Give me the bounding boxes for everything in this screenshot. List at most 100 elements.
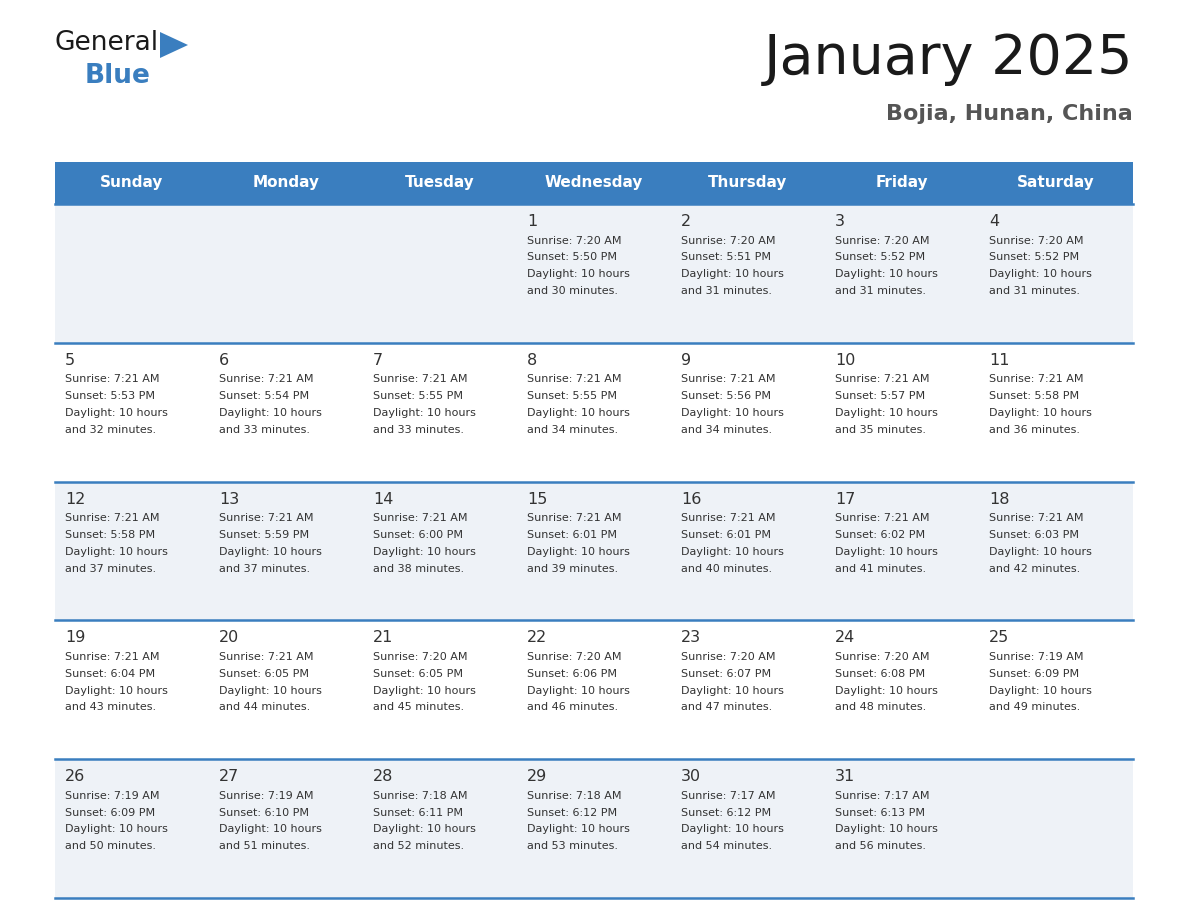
Text: Daylight: 10 hours: Daylight: 10 hours <box>988 408 1092 418</box>
Text: Sunset: 5:50 PM: Sunset: 5:50 PM <box>527 252 617 263</box>
Text: and 32 minutes.: and 32 minutes. <box>65 425 156 435</box>
Text: 18: 18 <box>988 492 1010 507</box>
Text: Sunrise: 7:20 AM: Sunrise: 7:20 AM <box>835 652 929 662</box>
Text: and 47 minutes.: and 47 minutes. <box>681 702 772 712</box>
Text: 24: 24 <box>835 631 855 645</box>
Text: and 46 minutes.: and 46 minutes. <box>527 702 618 712</box>
Text: Daylight: 10 hours: Daylight: 10 hours <box>219 824 322 834</box>
Text: 15: 15 <box>527 492 548 507</box>
Text: 4: 4 <box>988 214 999 229</box>
Text: and 45 minutes.: and 45 minutes. <box>373 702 465 712</box>
Text: Sunset: 5:51 PM: Sunset: 5:51 PM <box>681 252 771 263</box>
Text: Daylight: 10 hours: Daylight: 10 hours <box>835 686 937 696</box>
Text: Sunrise: 7:21 AM: Sunrise: 7:21 AM <box>373 513 468 523</box>
Text: and 54 minutes.: and 54 minutes. <box>681 841 772 851</box>
Text: 22: 22 <box>527 631 548 645</box>
Text: Sunrise: 7:20 AM: Sunrise: 7:20 AM <box>527 652 621 662</box>
Text: Sunset: 6:12 PM: Sunset: 6:12 PM <box>681 808 771 818</box>
Text: January 2025: January 2025 <box>764 32 1133 86</box>
Text: 29: 29 <box>527 769 548 784</box>
Text: Sunset: 5:58 PM: Sunset: 5:58 PM <box>988 391 1079 401</box>
Text: Sunrise: 7:21 AM: Sunrise: 7:21 AM <box>988 513 1083 523</box>
Text: 28: 28 <box>373 769 393 784</box>
Text: and 31 minutes.: and 31 minutes. <box>681 285 772 296</box>
Text: 21: 21 <box>373 631 393 645</box>
Text: Sunset: 6:10 PM: Sunset: 6:10 PM <box>219 808 309 818</box>
Text: Monday: Monday <box>253 175 320 191</box>
Text: and 42 minutes.: and 42 minutes. <box>988 564 1080 574</box>
Text: and 41 minutes.: and 41 minutes. <box>835 564 927 574</box>
Text: Daylight: 10 hours: Daylight: 10 hours <box>527 269 630 279</box>
Text: and 48 minutes.: and 48 minutes. <box>835 702 927 712</box>
Text: Daylight: 10 hours: Daylight: 10 hours <box>527 686 630 696</box>
Text: Daylight: 10 hours: Daylight: 10 hours <box>681 408 784 418</box>
Text: Sunrise: 7:21 AM: Sunrise: 7:21 AM <box>681 375 776 385</box>
Text: Sunset: 6:09 PM: Sunset: 6:09 PM <box>65 808 156 818</box>
Text: Sunrise: 7:20 AM: Sunrise: 7:20 AM <box>681 236 776 245</box>
Text: Sunrise: 7:17 AM: Sunrise: 7:17 AM <box>835 790 929 800</box>
Text: Sunrise: 7:21 AM: Sunrise: 7:21 AM <box>65 513 159 523</box>
Text: and 39 minutes.: and 39 minutes. <box>527 564 618 574</box>
Text: Daylight: 10 hours: Daylight: 10 hours <box>527 408 630 418</box>
Text: Sunset: 6:08 PM: Sunset: 6:08 PM <box>835 668 925 678</box>
Text: Daylight: 10 hours: Daylight: 10 hours <box>373 686 476 696</box>
Text: 25: 25 <box>988 631 1010 645</box>
Text: 16: 16 <box>681 492 701 507</box>
Text: Sunset: 6:01 PM: Sunset: 6:01 PM <box>527 530 617 540</box>
Text: Sunset: 6:11 PM: Sunset: 6:11 PM <box>373 808 463 818</box>
Text: and 33 minutes.: and 33 minutes. <box>219 425 310 435</box>
Text: Sunset: 5:53 PM: Sunset: 5:53 PM <box>65 391 154 401</box>
Text: and 53 minutes.: and 53 minutes. <box>527 841 618 851</box>
Text: 13: 13 <box>219 492 239 507</box>
Bar <box>55 204 1133 342</box>
Text: Daylight: 10 hours: Daylight: 10 hours <box>681 686 784 696</box>
Text: and 35 minutes.: and 35 minutes. <box>835 425 925 435</box>
Text: Sunrise: 7:17 AM: Sunrise: 7:17 AM <box>681 790 776 800</box>
Text: Sunset: 5:57 PM: Sunset: 5:57 PM <box>835 391 925 401</box>
Text: Sunrise: 7:21 AM: Sunrise: 7:21 AM <box>527 513 621 523</box>
Text: and 56 minutes.: and 56 minutes. <box>835 841 925 851</box>
Text: 17: 17 <box>835 492 855 507</box>
Text: Sunset: 5:56 PM: Sunset: 5:56 PM <box>681 391 771 401</box>
Text: Daylight: 10 hours: Daylight: 10 hours <box>219 408 322 418</box>
Text: Sunrise: 7:19 AM: Sunrise: 7:19 AM <box>65 790 159 800</box>
Text: Sunrise: 7:21 AM: Sunrise: 7:21 AM <box>65 375 159 385</box>
Text: Sunrise: 7:21 AM: Sunrise: 7:21 AM <box>219 652 314 662</box>
Text: Blue: Blue <box>86 63 151 89</box>
Bar <box>55 621 1133 759</box>
Text: and 37 minutes.: and 37 minutes. <box>65 564 156 574</box>
Text: and 37 minutes.: and 37 minutes. <box>219 564 310 574</box>
Bar <box>55 342 1133 482</box>
Text: Sunrise: 7:18 AM: Sunrise: 7:18 AM <box>373 790 468 800</box>
Text: Sunset: 5:52 PM: Sunset: 5:52 PM <box>988 252 1079 263</box>
Text: Sunset: 5:54 PM: Sunset: 5:54 PM <box>219 391 309 401</box>
Text: Sunrise: 7:18 AM: Sunrise: 7:18 AM <box>527 790 621 800</box>
Text: Sunset: 6:02 PM: Sunset: 6:02 PM <box>835 530 925 540</box>
Text: and 38 minutes.: and 38 minutes. <box>373 564 465 574</box>
Text: Sunrise: 7:19 AM: Sunrise: 7:19 AM <box>219 790 314 800</box>
Text: Sunset: 6:04 PM: Sunset: 6:04 PM <box>65 668 156 678</box>
Text: and 34 minutes.: and 34 minutes. <box>681 425 772 435</box>
Text: General: General <box>55 30 159 56</box>
Text: Tuesday: Tuesday <box>405 175 475 191</box>
Text: and 49 minutes.: and 49 minutes. <box>988 702 1080 712</box>
Text: Saturday: Saturday <box>1017 175 1095 191</box>
Text: and 31 minutes.: and 31 minutes. <box>835 285 925 296</box>
Text: Sunset: 6:03 PM: Sunset: 6:03 PM <box>988 530 1079 540</box>
Text: and 36 minutes.: and 36 minutes. <box>988 425 1080 435</box>
Text: Daylight: 10 hours: Daylight: 10 hours <box>527 824 630 834</box>
Text: Daylight: 10 hours: Daylight: 10 hours <box>835 408 937 418</box>
Text: Daylight: 10 hours: Daylight: 10 hours <box>219 547 322 556</box>
Text: Sunrise: 7:21 AM: Sunrise: 7:21 AM <box>835 375 929 385</box>
Text: Sunrise: 7:21 AM: Sunrise: 7:21 AM <box>65 652 159 662</box>
Text: and 31 minutes.: and 31 minutes. <box>988 285 1080 296</box>
Text: 26: 26 <box>65 769 86 784</box>
Text: Daylight: 10 hours: Daylight: 10 hours <box>373 408 476 418</box>
Text: Sunrise: 7:20 AM: Sunrise: 7:20 AM <box>835 236 929 245</box>
Text: 5: 5 <box>65 353 75 368</box>
Text: Sunrise: 7:21 AM: Sunrise: 7:21 AM <box>219 513 314 523</box>
Text: Sunset: 6:12 PM: Sunset: 6:12 PM <box>527 808 617 818</box>
Text: Sunrise: 7:21 AM: Sunrise: 7:21 AM <box>527 375 621 385</box>
Text: Daylight: 10 hours: Daylight: 10 hours <box>373 547 476 556</box>
Text: Sunset: 6:01 PM: Sunset: 6:01 PM <box>681 530 771 540</box>
